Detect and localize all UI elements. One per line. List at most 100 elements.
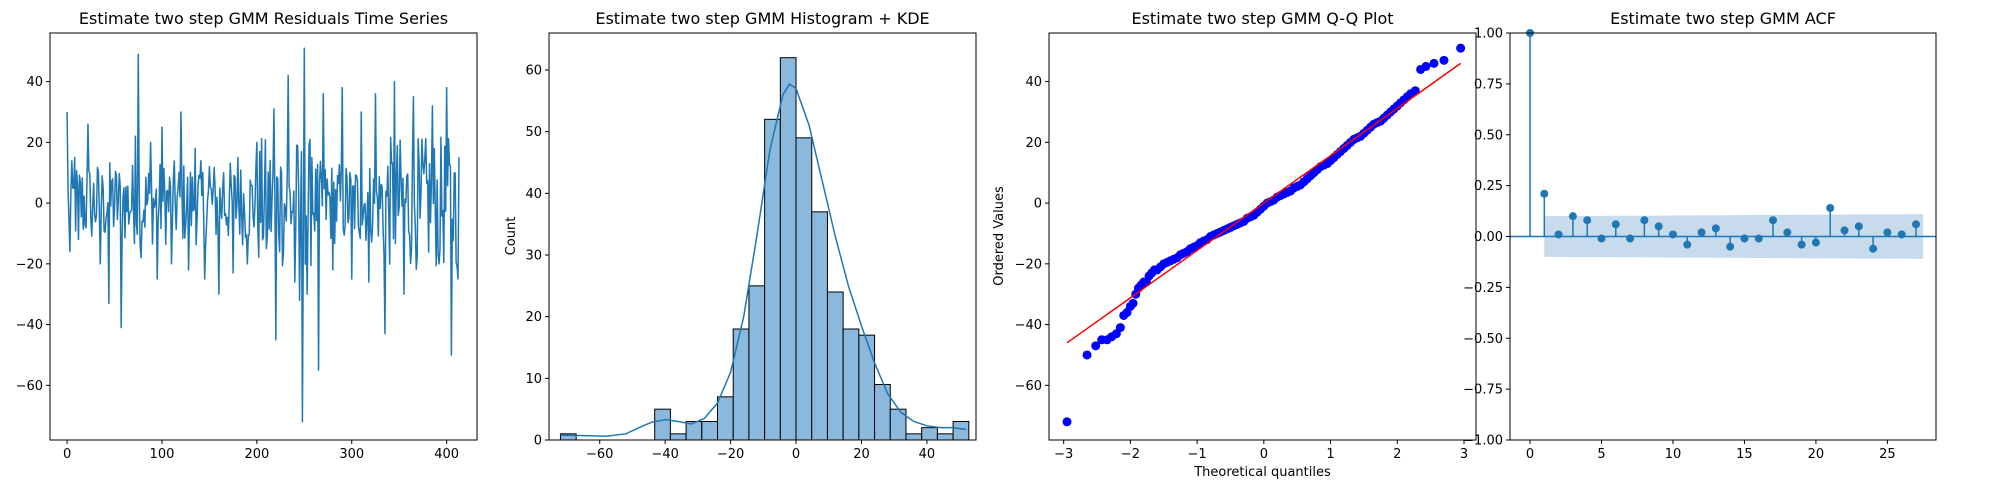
qq-y-label: Ordered Values <box>992 186 1007 286</box>
qq-y-axis: −60 −40 −20 0 20 40 <box>1015 75 1049 394</box>
residuals-x-axis: 0 100 200 300 400 <box>63 440 459 462</box>
histogram-bar <box>921 427 938 441</box>
acf-marker <box>1640 216 1649 225</box>
y-tick-label: 20 <box>525 310 542 325</box>
acf-marker <box>1554 230 1563 239</box>
acf-axes-frame <box>1509 32 1937 441</box>
x-tick-label: 200 <box>244 447 269 462</box>
x-tick-label: −60 <box>586 447 613 462</box>
histogram-title: Estimate two step GMM Histogram + KDE <box>595 9 929 28</box>
y-tick-label: 1.00 <box>1474 27 1503 42</box>
histogram-bar <box>952 421 970 441</box>
histogram-panel: Estimate two step GMM Histogram + KDE −6… <box>504 9 977 462</box>
y-tick-label: −0.75 <box>1463 383 1503 398</box>
x-tick-label: 0 <box>792 447 800 462</box>
acf-marker <box>1811 238 1820 247</box>
acf-marker <box>1726 242 1735 251</box>
y-tick-label: 40 <box>26 75 43 90</box>
qq-title: Estimate two step GMM Q-Q Plot <box>1131 9 1393 28</box>
qq-point <box>1410 86 1420 96</box>
qq-point <box>1439 55 1449 65</box>
x-tick-label: −40 <box>651 447 678 462</box>
x-tick-label: 15 <box>1736 447 1753 462</box>
acf-marker <box>1597 234 1606 243</box>
y-tick-label: 30 <box>525 249 542 264</box>
residuals-plot-area <box>66 47 460 423</box>
y-tick-label: 20 <box>1025 136 1042 151</box>
x-tick-label: −2 <box>1121 447 1140 462</box>
histogram-plot-area <box>559 57 970 441</box>
histogram-bar <box>826 291 844 441</box>
qq-point <box>1062 417 1072 427</box>
residuals-panel: Estimate two step GMM Residuals Time Ser… <box>16 9 478 462</box>
acf-marker <box>1797 240 1806 249</box>
acf-y-axis: 1.00 0.75 0.50 0.25 0.00 −0.25 −0.50 −0.75 −1.00 <box>1463 27 1510 449</box>
histogram-axes-frame <box>548 32 977 441</box>
y-tick-label: −0.25 <box>1463 281 1503 296</box>
qq-axes-frame <box>1048 32 1477 441</box>
histogram-y-axis: 0 10 20 30 40 50 60 <box>525 64 549 449</box>
y-tick-label: −20 <box>16 257 43 272</box>
y-tick-label: 50 <box>525 125 542 140</box>
histogram-bar <box>858 334 876 441</box>
x-tick-label: −20 <box>717 447 744 462</box>
residuals-title: Estimate two step GMM Residuals Time Ser… <box>79 9 448 28</box>
acf-marker <box>1783 228 1792 237</box>
y-tick-label: 0 <box>35 197 43 212</box>
x-tick-label: 400 <box>434 447 459 462</box>
acf-marker <box>1854 222 1863 231</box>
qq-point <box>1421 61 1431 71</box>
qq-point <box>1091 341 1101 351</box>
x-tick-label: 0 <box>1526 447 1534 462</box>
y-tick-label: 0 <box>534 434 542 449</box>
acf-marker <box>1611 220 1620 229</box>
acf-marker <box>1540 189 1549 198</box>
qq-point <box>1115 323 1125 333</box>
x-tick-label: −1 <box>1188 447 1207 462</box>
histogram-bar <box>732 328 750 441</box>
y-tick-label: 0 <box>1034 197 1042 212</box>
histogram-bar <box>685 421 703 441</box>
acf-x-axis: 0 5 10 15 20 25 <box>1526 440 1896 462</box>
acf-marker <box>1911 220 1920 229</box>
qq-point <box>1456 43 1466 53</box>
acf-plot-area <box>1510 29 1936 259</box>
acf-marker <box>1769 216 1778 225</box>
acf-marker <box>1754 234 1763 243</box>
y-tick-label: 60 <box>525 64 542 79</box>
x-tick-label: 40 <box>919 447 936 462</box>
y-tick-label: 40 <box>1025 75 1042 90</box>
histogram-bar <box>795 137 813 441</box>
qq-point <box>1128 298 1138 308</box>
residuals-y-axis: −60 −40 −20 0 20 40 <box>16 75 50 394</box>
histogram-bar <box>842 328 860 441</box>
x-tick-label: 10 <box>1665 447 1682 462</box>
x-tick-label: 20 <box>853 447 870 462</box>
y-tick-label: −20 <box>1015 257 1042 272</box>
residual-series-line <box>66 47 460 423</box>
histogram-bar <box>905 433 923 441</box>
y-tick-label: −40 <box>16 318 43 333</box>
acf-marker <box>1668 230 1677 239</box>
y-tick-label: −40 <box>1015 318 1042 333</box>
histogram-y-label: Count <box>504 217 519 256</box>
x-tick-label: 2 <box>1393 447 1401 462</box>
y-tick-label: −0.50 <box>1463 332 1503 347</box>
acf-marker <box>1654 222 1663 231</box>
qq-x-axis: −3 −2 −1 0 1 2 3 <box>1054 440 1468 462</box>
x-tick-label: −3 <box>1054 447 1073 462</box>
qq-x-label: Theoretical quantiles <box>1193 465 1331 480</box>
x-tick-label: 100 <box>150 447 175 462</box>
x-tick-label: 0 <box>63 447 71 462</box>
x-tick-label: 25 <box>1879 447 1896 462</box>
qq-point <box>1429 58 1439 68</box>
acf-marker <box>1626 234 1635 243</box>
y-tick-label: 0.00 <box>1474 230 1503 245</box>
histogram-bar <box>654 408 671 441</box>
residuals-axes-frame <box>49 32 478 441</box>
y-tick-label: −60 <box>16 379 43 394</box>
y-tick-label: −60 <box>1015 379 1042 394</box>
y-tick-label: 0.25 <box>1474 179 1503 194</box>
y-tick-label: 10 <box>525 372 542 387</box>
histogram-bar <box>701 421 719 441</box>
